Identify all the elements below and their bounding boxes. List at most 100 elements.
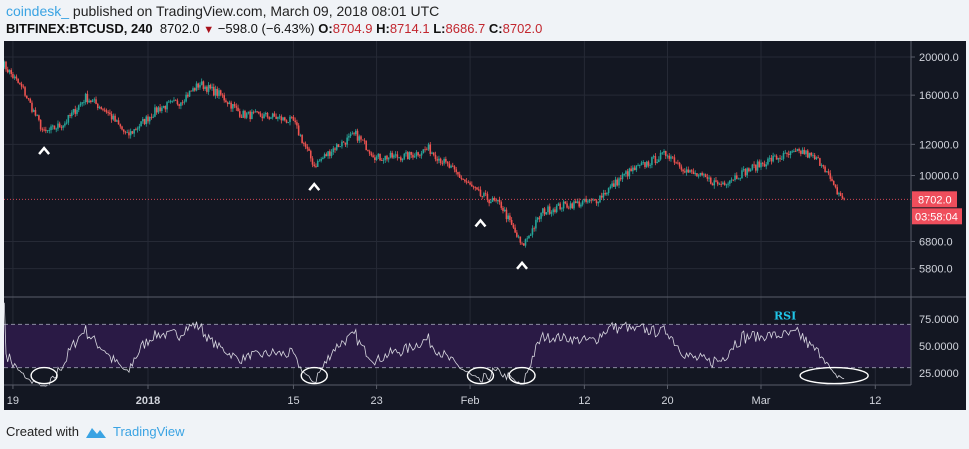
candle-body (457, 172, 459, 175)
candle-body (836, 187, 839, 195)
price-change: −598.0 (−6.43%) (217, 21, 315, 36)
candle-body (528, 235, 530, 239)
candle-body (666, 155, 669, 157)
candle-body (793, 151, 795, 152)
rsi-tick-label: 75.0000 (919, 314, 959, 326)
candle-body (723, 182, 726, 185)
candle-body (668, 155, 671, 159)
candle-body (496, 199, 499, 201)
candle-body (235, 106, 238, 108)
candle-body (820, 165, 823, 167)
candle-body (727, 183, 729, 185)
tradingview-link[interactable]: TradingView (112, 424, 185, 439)
candle-body (749, 169, 752, 172)
candle-body (507, 215, 509, 220)
candle-body (784, 152, 787, 154)
candle-body (571, 203, 574, 209)
low-value: 8686.7 (445, 21, 486, 36)
candle-body (746, 168, 748, 176)
candle-body (654, 156, 657, 163)
candle-body (410, 151, 413, 155)
candle-body (706, 177, 709, 179)
candle-body (346, 137, 348, 145)
candle-body (339, 146, 342, 148)
candle-body (64, 123, 66, 126)
candle-body (448, 163, 451, 168)
candle-body (133, 129, 135, 134)
candle-body (344, 142, 347, 145)
candle-body (585, 198, 587, 203)
candle-body (107, 112, 109, 114)
candle-body (278, 116, 281, 118)
candle-body (479, 189, 482, 196)
candle-body (29, 98, 32, 103)
caret-up-marker (516, 260, 529, 270)
candle-body (516, 232, 518, 237)
candle-body (382, 159, 385, 161)
candle-body (387, 157, 390, 160)
candle-body (341, 141, 343, 147)
candle-body (405, 152, 407, 154)
candle-body (633, 167, 636, 171)
candle-body (509, 215, 511, 220)
candle-body (810, 152, 813, 156)
candle-body (791, 151, 793, 153)
candle-body (322, 157, 324, 159)
candle-body (325, 154, 328, 157)
candle-body (741, 170, 743, 179)
candle-body (39, 119, 42, 130)
candle-body (602, 192, 605, 198)
rsi-annotation-ellipse (466, 366, 495, 385)
candle-body (348, 136, 350, 138)
candle-body (391, 152, 393, 158)
candle-body (209, 85, 212, 89)
last-price-tag (912, 191, 957, 208)
candle-body (729, 180, 731, 184)
candle-body (393, 155, 395, 158)
candle-body (607, 188, 610, 194)
candle-body (424, 149, 426, 151)
candle-body (635, 165, 638, 171)
candle-body (765, 164, 768, 167)
candle-body (715, 180, 717, 182)
publisher-link[interactable]: coindesk_ (6, 3, 70, 19)
candle-body (157, 107, 160, 113)
candle-body (91, 100, 94, 103)
candle-body (618, 178, 620, 186)
price-chart[interactable]: RSI 20000.0 16000.0 12000.0 10000.0 6800.0 580… (4, 41, 966, 410)
candle-body (491, 197, 494, 202)
candle-body (20, 83, 23, 87)
candle-body (161, 107, 163, 111)
candle-body (661, 152, 664, 154)
candle-body (768, 157, 771, 159)
candle-body (703, 174, 705, 176)
candle-body (763, 163, 766, 167)
candle-body (50, 126, 52, 131)
candle-body (574, 201, 577, 203)
footer: Created with TradingView (6, 424, 185, 439)
candle-body (521, 242, 523, 244)
candle-body (226, 102, 229, 105)
candle-body (102, 109, 104, 111)
candle-body (536, 217, 539, 220)
candle-body (334, 148, 336, 150)
candle-body (581, 201, 584, 205)
candle-body (725, 184, 728, 186)
candle-body (323, 154, 326, 158)
candle-body (467, 182, 470, 184)
candle-body (531, 228, 534, 235)
candle-body (140, 121, 142, 127)
candle-body (249, 111, 251, 120)
candle-body (363, 140, 366, 142)
candle-body (372, 155, 374, 158)
candle-body (460, 177, 463, 179)
candle-body (744, 169, 747, 176)
candle-body (566, 203, 568, 208)
candle-body (180, 102, 182, 106)
candle-body (162, 105, 165, 108)
candle-body (394, 154, 397, 156)
candle-body (275, 116, 277, 119)
candle-body (297, 125, 300, 136)
candle-body (696, 173, 698, 177)
candle-body (74, 109, 77, 114)
